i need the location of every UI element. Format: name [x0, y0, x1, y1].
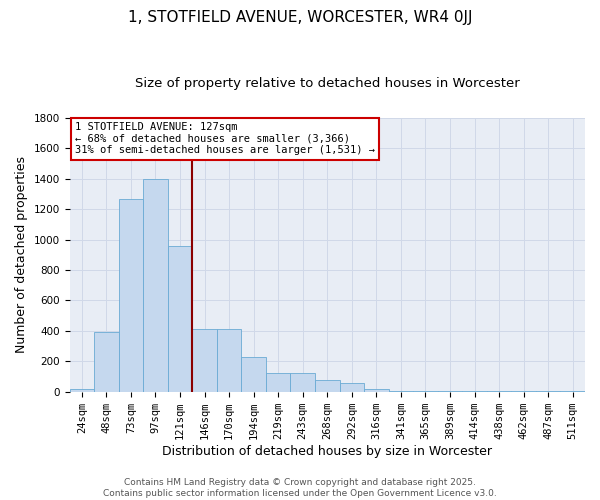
Bar — [168, 246, 192, 392]
Bar — [438, 391, 462, 392]
X-axis label: Distribution of detached houses by size in Worcester: Distribution of detached houses by size … — [162, 444, 492, 458]
Text: 1 STOTFIELD AVENUE: 127sqm
← 68% of detached houses are smaller (3,366)
31% of s: 1 STOTFIELD AVENUE: 127sqm ← 68% of deta… — [74, 122, 374, 156]
Y-axis label: Number of detached properties: Number of detached properties — [15, 156, 28, 354]
Bar — [290, 372, 315, 392]
Bar — [389, 391, 413, 392]
Bar — [364, 388, 389, 392]
Title: Size of property relative to detached houses in Worcester: Size of property relative to detached ho… — [135, 78, 520, 90]
Bar — [340, 384, 364, 392]
Text: 1, STOTFIELD AVENUE, WORCESTER, WR4 0JJ: 1, STOTFIELD AVENUE, WORCESTER, WR4 0JJ — [128, 10, 472, 25]
Bar — [413, 391, 438, 392]
Bar — [266, 372, 290, 392]
Bar — [119, 200, 143, 392]
Bar — [217, 328, 241, 392]
Bar — [511, 391, 536, 392]
Bar — [462, 391, 487, 392]
Text: Contains HM Land Registry data © Crown copyright and database right 2025.
Contai: Contains HM Land Registry data © Crown c… — [103, 478, 497, 498]
Bar — [70, 388, 94, 392]
Bar — [94, 332, 119, 392]
Bar — [241, 357, 266, 392]
Bar — [143, 179, 168, 392]
Bar — [192, 328, 217, 392]
Bar — [315, 380, 340, 392]
Bar — [487, 391, 511, 392]
